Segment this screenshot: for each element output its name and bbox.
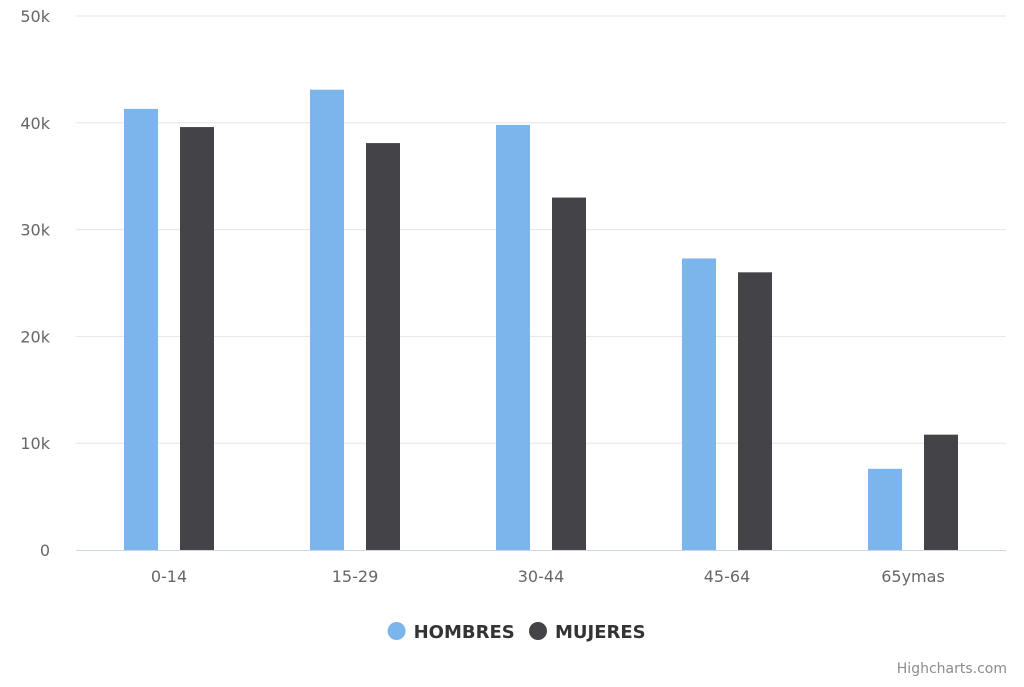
y-tick-label: 10k — [20, 434, 50, 453]
y-tick-label: 50k — [20, 7, 50, 26]
bar-hombres-15-29 — [310, 89, 344, 550]
credits-link[interactable]: Highcharts.com — [896, 661, 1007, 677]
legend-label-mujeres[interactable]: MUJERES — [555, 622, 646, 643]
x-tick-label: 0-14 — [151, 567, 187, 586]
legend-label-hombres[interactable]: HOMBRES — [414, 622, 515, 643]
y-tick-label: 30k — [20, 221, 50, 240]
bar-hombres-0-14 — [124, 108, 158, 550]
x-tick-label: 15-29 — [332, 567, 379, 586]
bar-mujeres-15-29 — [366, 143, 400, 551]
y-tick-label: 20k — [20, 327, 50, 346]
x-tick-label: 65ymas — [881, 567, 945, 586]
bar-mujeres-65ymas — [924, 434, 958, 550]
y-tick-label: 0 — [40, 541, 50, 560]
x-tick-label: 30-44 — [518, 567, 565, 586]
bar-mujeres-30-44 — [552, 197, 586, 550]
bar-hombres-45-64 — [682, 258, 716, 550]
legend-marker-hombres — [387, 622, 406, 640]
x-tick-label: 45-64 — [704, 567, 751, 586]
bar-hombres-65ymas — [868, 468, 902, 550]
bar-hombres-30-44 — [496, 124, 530, 550]
bar-mujeres-0-14 — [180, 127, 214, 551]
bar-mujeres-45-64 — [738, 272, 772, 550]
legend-marker-mujeres — [529, 622, 547, 640]
y-tick-label: 40k — [20, 114, 50, 133]
